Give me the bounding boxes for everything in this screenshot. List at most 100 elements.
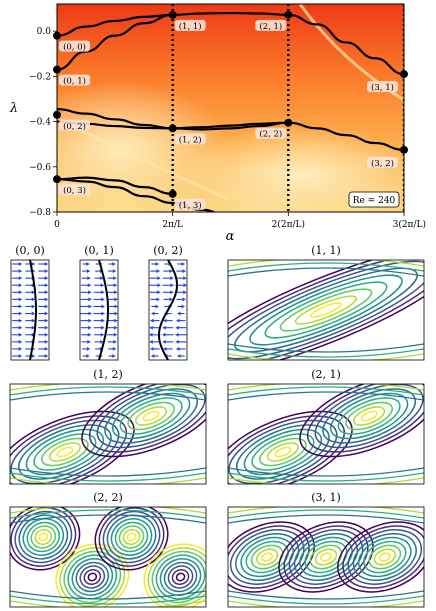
velocity-arrowhead [18, 304, 22, 309]
contour-line [352, 533, 417, 581]
contour-line [228, 260, 424, 360]
velocity-arrowhead [175, 332, 179, 337]
contour-line [320, 552, 332, 562]
x-axis-label: α [226, 229, 235, 244]
contour-line [329, 392, 409, 440]
contour-line [10, 595, 206, 605]
velocity-arrowhead [87, 332, 91, 337]
velocity-arrowhead [114, 325, 118, 330]
velocity-arrowhead [18, 325, 22, 330]
contour-line [118, 525, 145, 549]
mode-panels: (0, 0) (0, 1) (0, 2) (1, 1) (1, 2) (2, 1) (2, … [9, 244, 425, 608]
contour-line [299, 384, 424, 458]
point-label-box [255, 19, 287, 31]
velocity-arrowhead [18, 290, 22, 295]
contour-line [104, 388, 198, 444]
velocity-arrowhead [162, 325, 166, 330]
velocity-arrowhead [18, 354, 22, 358]
contour-line [274, 446, 292, 458]
contour-line [127, 401, 175, 431]
panel-title: (1, 1) [311, 244, 341, 257]
velocity-arrowhead [87, 276, 91, 281]
eigenvalue-point [168, 189, 177, 198]
velocity-arrowhead [18, 346, 22, 351]
contour-line [10, 600, 206, 607]
panel-frame [79, 259, 119, 361]
contour-line [110, 518, 153, 556]
point-label: (0, 0) [63, 42, 86, 53]
contour-line [41, 437, 89, 467]
contour-line [135, 406, 168, 426]
contour-line [251, 433, 315, 471]
contour-line [353, 406, 386, 426]
contour-line [243, 428, 323, 476]
contour-line [114, 521, 149, 553]
contour-line [337, 397, 401, 435]
y-tick-label: 0.0 [37, 27, 52, 37]
contour-line [309, 544, 343, 570]
contour-line [75, 561, 110, 593]
velocity-arrowhead [162, 339, 166, 344]
contour-line [126, 532, 137, 542]
contour-line [87, 572, 98, 582]
velocity-arrowhead [150, 318, 154, 323]
velocity-arrowhead [18, 339, 22, 344]
velocity-arrowhead [88, 318, 92, 323]
velocity-arrowhead [114, 311, 118, 316]
velocity-arrowhead [100, 283, 104, 288]
panel-frame [227, 383, 425, 485]
contour-line [48, 442, 81, 462]
contour-line [10, 472, 206, 482]
velocity-arrowhead [176, 318, 180, 323]
point-label-box [59, 40, 90, 52]
contour-line [10, 509, 206, 519]
panel-title: (0, 1) [84, 244, 114, 257]
eigenvalue-point [284, 118, 293, 127]
eigenvalue-branch [57, 11, 404, 76]
point-label: (1, 2) [179, 134, 202, 145]
contour-line [235, 533, 300, 581]
velocity-arrowhead [18, 318, 22, 323]
velocity-arrowhead [113, 276, 117, 281]
contour-line [345, 401, 393, 431]
contour-line [249, 274, 403, 346]
velocity-arrowhead [101, 318, 105, 323]
velocity-arrowhead [44, 332, 48, 337]
eigenvalue-point [53, 65, 61, 74]
panel-frame [227, 259, 425, 361]
y-tick-label: −0.8 [29, 208, 51, 218]
point-label-box [367, 156, 398, 168]
velocity-arrowhead [44, 346, 48, 351]
contour-line [10, 415, 128, 484]
velocity-arrowhead [44, 339, 48, 344]
contour-line [34, 528, 53, 546]
contour-line [10, 514, 206, 524]
contour-line [10, 590, 206, 600]
contour-line [304, 540, 348, 574]
velocity-arrowhead [162, 332, 166, 337]
point-label: (0, 3) [63, 185, 86, 196]
mode-panel: (3, 1) [227, 491, 425, 608]
velocity-arrowhead [176, 346, 180, 351]
contour-line [10, 410, 135, 484]
contour-line [71, 558, 114, 596]
eigenvalue-point [53, 31, 61, 40]
panel-frame [148, 259, 188, 361]
velocity-arrowhead [113, 332, 117, 337]
velocity-arrowhead [31, 297, 35, 302]
velocity-arrowhead [182, 297, 186, 302]
contour-line [250, 544, 284, 570]
velocity-arrowhead [44, 262, 48, 266]
velocity-arrowhead [183, 276, 187, 281]
velocity-arrowhead [156, 297, 160, 302]
mode-profile-curve [157, 260, 179, 360]
contour-line [314, 548, 338, 566]
reynolds-annotation: Re = 240 [353, 196, 396, 206]
contour-line [171, 568, 190, 586]
contour-line [18, 514, 69, 560]
velocity-arrowhead [149, 339, 153, 344]
velocity-arrowhead [175, 325, 179, 330]
mode-panel: (1, 2) [9, 368, 207, 485]
panel-title: (2, 2) [93, 491, 123, 504]
contour-line [306, 384, 424, 453]
